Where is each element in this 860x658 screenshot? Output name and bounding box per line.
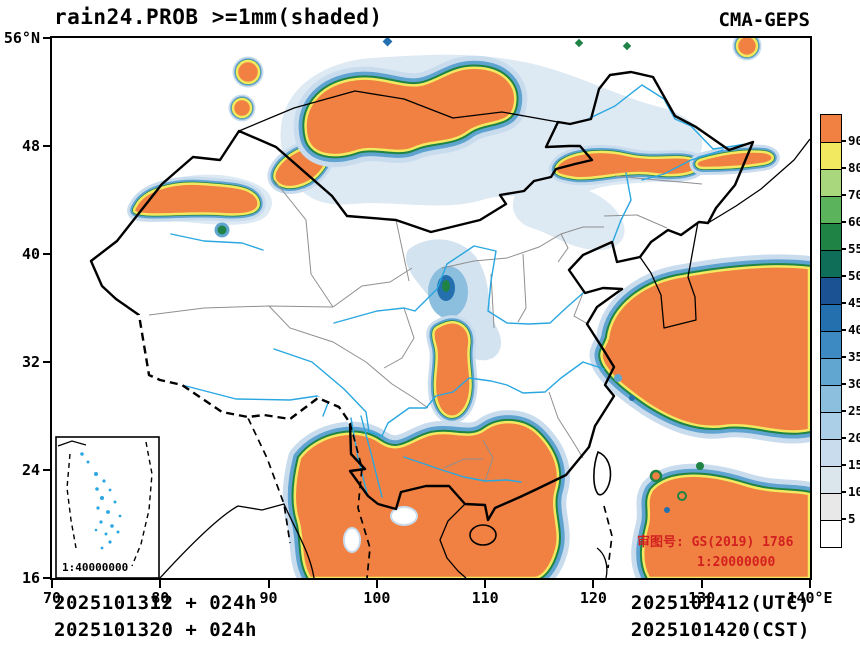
colorbar-tick: [842, 464, 846, 466]
south-china-sea-inset: 1:40000000: [55, 436, 160, 578]
colorbar-tick-label: 50: [848, 268, 860, 283]
colorbar-cell: [821, 412, 841, 439]
china-boundary: [89, 70, 755, 522]
colorbar-tick: [842, 248, 846, 250]
colorbar-tick-label: 25: [848, 403, 860, 418]
x-axis-tick: [592, 580, 595, 588]
footer-valid-time-utc: 2025101412(UTC): [630, 592, 810, 614]
colorbar-tick: [842, 221, 846, 223]
colorbar-cell: [821, 115, 841, 142]
colorbar-tick-label: 5: [848, 511, 856, 526]
colorbar-cell: [821, 331, 841, 358]
y-tick-label: 48: [21, 137, 40, 155]
page-title: rain24.PROB >=1mm(shaded): [54, 5, 383, 29]
y-axis-tick: [43, 469, 51, 471]
colorbar-tick: [842, 410, 846, 412]
colorbar-cell: [821, 493, 841, 520]
x-axis-tick: [51, 580, 53, 588]
y-tick-label: 40: [21, 245, 40, 263]
colorbar-tick: [842, 491, 846, 493]
province-borders: [148, 175, 703, 482]
colorbar-cell: [821, 466, 841, 493]
colorbar-tick-label: 70: [848, 187, 860, 202]
inset-scale-label: 1:40000000: [62, 561, 128, 574]
undefined-boundary-dashes: [137, 314, 352, 424]
x-axis-tick: [375, 580, 378, 588]
colorbar-tick: [842, 140, 846, 142]
y-axis-tick: [43, 577, 51, 579]
y-tick-label: 24: [21, 461, 40, 479]
y-tick-label: 32: [21, 353, 40, 371]
y-axis-tick: [43, 253, 51, 255]
x-tick-label: 70: [42, 589, 62, 607]
disputed-borders-dashed: [247, 417, 613, 578]
colorbar-tick: [842, 194, 846, 196]
x-axis-tick: [267, 580, 270, 588]
colorbar-cell: [821, 277, 841, 304]
x-axis-tick: [809, 580, 811, 588]
colorbar-cell: [821, 142, 841, 169]
x-tick-label: 100: [363, 589, 391, 607]
colorbar-tick-label: 20: [848, 430, 860, 445]
colorbar-tick: [842, 275, 846, 277]
map-scale-label: 1:20000000: [697, 555, 775, 570]
colorbar-cell: [821, 196, 841, 223]
colorbar-cell: [821, 439, 841, 466]
colorbar-tick-label: 55: [848, 241, 860, 256]
map-license-number: 审图号: GS(2019) 1786: [637, 534, 794, 550]
colorbar: [820, 114, 842, 548]
footer-init-time-cst: 2025101320 + 024h: [54, 619, 257, 641]
y-axis-tick: [43, 145, 51, 147]
x-tick-label: 140°E: [787, 589, 833, 607]
colorbar-tick: [842, 518, 846, 520]
taiwan-island: [593, 450, 612, 496]
colorbar-tick: [842, 329, 846, 331]
y-tick-label: 56°N: [3, 29, 40, 47]
colorbar-cell: [821, 250, 841, 277]
x-tick-label: 130: [688, 589, 716, 607]
x-axis-tick: [484, 580, 487, 588]
colorbar-tick-label: 60: [848, 214, 860, 229]
map-frame: 1:40000000 审图号: GS(2019) 1786 1:20000000: [50, 36, 812, 580]
model-label: CMA-GEPS: [718, 9, 810, 31]
colorbar-tick-label: 80: [848, 160, 860, 175]
inset-island-dots: [80, 452, 122, 550]
probability-shading-layer: [134, 38, 810, 578]
rivers: [170, 84, 753, 498]
footer-init-time-utc: 2025101312 + 024h: [54, 592, 257, 614]
colorbar-tick-label: 90: [848, 133, 860, 148]
colorbar-tick-label: 30: [848, 376, 860, 391]
hainan-island: [469, 524, 497, 546]
small-probability-spots: [214, 38, 704, 513]
x-tick-label: 120: [579, 589, 607, 607]
colorbar-tick: [842, 302, 846, 304]
colorbar-cell: [821, 223, 841, 250]
x-axis-tick: [159, 580, 162, 588]
y-axis-tick: [43, 37, 51, 39]
colorbar-tick-label: 35: [848, 349, 860, 364]
colorbar-tick-label: 40: [848, 322, 860, 337]
x-tick-label: 110: [471, 589, 499, 607]
colorbar-tick-label: 10: [848, 484, 860, 499]
colorbar-cell: [821, 304, 841, 331]
colorbar-cell: [821, 169, 841, 196]
y-axis-tick: [43, 361, 51, 363]
foreign-borders: [159, 90, 810, 578]
colorbar-cell: [821, 520, 841, 547]
x-axis-tick: [700, 580, 703, 588]
x-tick-label: 80: [151, 589, 170, 607]
y-tick-label: 16: [21, 569, 40, 587]
x-tick-label: 90: [259, 589, 278, 607]
footer-valid-time-cst: 2025101420(CST): [630, 619, 810, 641]
colorbar-tick-label: 45: [848, 295, 860, 310]
colorbar-tick-label: 15: [848, 457, 860, 472]
colorbar-tick: [842, 167, 846, 169]
colorbar-tick: [842, 437, 846, 439]
colorbar-tick: [842, 383, 846, 385]
colorbar-cell: [821, 385, 841, 412]
colorbar-cell: [821, 358, 841, 385]
map-canvas: 1:40000000 审图号: GS(2019) 1786 1:20000000: [55, 38, 810, 578]
colorbar-tick: [842, 356, 846, 358]
